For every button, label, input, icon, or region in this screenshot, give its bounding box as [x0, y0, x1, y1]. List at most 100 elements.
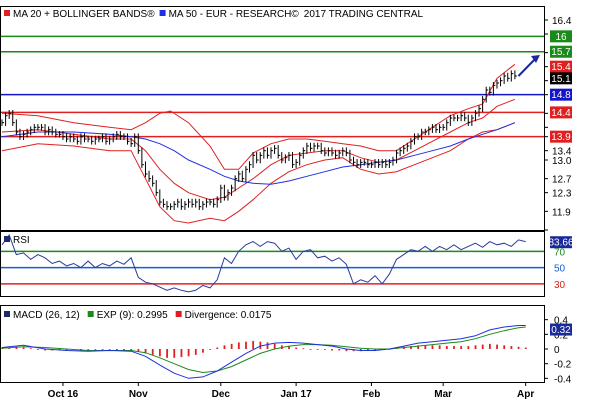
rsi-badge-label: 83.66	[548, 238, 573, 249]
level-badge	[550, 45, 572, 58]
macd-frame	[0, 305, 545, 383]
macd-badge-label: 0.32	[551, 325, 571, 336]
x-tick-label: Nov	[129, 389, 148, 400]
x-tick-label: Apr	[517, 389, 534, 400]
macd-histogram-bar	[316, 349, 319, 350]
macd-histogram-bar	[273, 343, 276, 349]
macd-histogram-bar	[338, 349, 341, 351]
macd-histogram-bar	[166, 349, 168, 358]
macd-histogram-bar	[510, 346, 513, 349]
projection-arrow-head	[531, 55, 540, 63]
bollinger-upper-line	[1, 63, 516, 170]
price-badge	[550, 72, 572, 85]
price-y-tick-label: 16.4	[552, 16, 572, 27]
legend-label: MA 50 - EUR - RESEARCH©	[169, 9, 300, 20]
price-frame	[0, 6, 545, 231]
macd-histogram-bar	[80, 349, 82, 350]
macd-legend-swatch	[4, 311, 10, 317]
rsi-legend-swatch	[4, 236, 10, 242]
price-badge-label: 15.1	[551, 74, 571, 85]
macd-y-tick-label: -0.2	[554, 360, 572, 371]
price-y-tick-label: 12.7	[552, 175, 572, 186]
watermark-label: 2017 TRADING CENTRAL	[304, 9, 424, 20]
rsi-legend-label: RSI	[13, 235, 30, 246]
macd-histogram-bar	[488, 343, 491, 349]
price-badge	[550, 60, 572, 73]
macd-histogram-bar	[123, 349, 125, 351]
macd-histogram-bar	[65, 349, 68, 351]
macd-histogram-bar	[245, 341, 247, 349]
macd-histogram-bar	[410, 346, 412, 349]
macd-histogram-bar	[37, 349, 39, 350]
macd-panel: 0.4 0.2 0 -0.2 -0.4 0.32 MACD (26, 12) EXP (9):…	[0, 305, 572, 385]
macd-histogram-bar	[345, 349, 348, 352]
level-badge	[550, 130, 572, 143]
x-tick-label: Mar	[434, 389, 452, 400]
macd-histogram-bar	[453, 346, 455, 349]
macd-histogram-bar	[87, 349, 90, 350]
level-badge	[550, 88, 572, 101]
macd-histogram-bar	[467, 346, 470, 349]
rsi-panel: 70 50 30 83.66 RSI	[0, 231, 574, 297]
price-y-tick-label: 13.4	[552, 147, 572, 158]
macd-histogram-bar	[108, 349, 111, 350]
rsi-line	[1, 234, 526, 293]
macd-histogram-bar	[302, 348, 305, 350]
macd-histogram-bar	[288, 346, 290, 349]
price-y-tick-label: 13.0	[552, 156, 572, 167]
macd-histogram-bar	[101, 349, 104, 350]
macd-histogram-bar	[115, 349, 118, 351]
macd-histogram-bar	[22, 347, 25, 349]
macd-histogram-bar	[137, 349, 140, 352]
macd-histogram-bar	[496, 344, 498, 349]
macd-histogram-bar	[460, 346, 463, 349]
macd-histogram-bar	[481, 344, 484, 349]
macd-histogram-bar	[180, 349, 183, 358]
macd-histogram-bar	[151, 349, 154, 355]
macd-histogram-bar	[431, 345, 434, 349]
macd-histogram-bar	[517, 346, 520, 349]
macd-histogram-bar	[259, 341, 262, 349]
legend-label: MA 20 + BOLLINGER BANDS®	[13, 9, 155, 20]
x-axis: Oct 16 Nov Dec Jan 17 Feb Mar Apr	[48, 382, 534, 400]
level-badge-label: 13.9	[551, 132, 571, 143]
macd-y-tick-label: 0	[554, 345, 560, 356]
projection-arrow-line	[517, 56, 538, 77]
macd-histogram-bar	[237, 342, 240, 349]
price-y-tick-label: 12.3	[552, 189, 572, 200]
macd-y-tick-label: 0.4	[554, 316, 568, 327]
bollinger-lower-line	[1, 122, 516, 224]
macd-histogram-bar	[159, 349, 161, 357]
macd-histogram-bar	[474, 345, 477, 349]
macd-histogram-bar	[374, 349, 377, 351]
price-badge-label: 15.4	[551, 62, 571, 73]
macd-legend-label: MACD (26, 12)	[13, 310, 80, 321]
level-badge	[550, 106, 572, 119]
rsi-level-label: 50	[554, 264, 566, 275]
level-badge-label: 14.8	[551, 90, 571, 101]
macd-histogram-bar	[417, 345, 420, 349]
macd-histogram-bar	[367, 349, 369, 351]
price-y-tick-label: 11.9	[552, 207, 571, 218]
rsi-frame	[0, 231, 545, 297]
macd-histogram-bar	[173, 349, 176, 358]
macd-histogram-bar	[15, 346, 18, 349]
legend-swatch	[4, 10, 10, 16]
macd-histogram-bar	[187, 349, 190, 357]
macd-histogram-bar	[223, 345, 226, 349]
macd-y-tick-label: -0.4	[554, 374, 572, 385]
macd-badge	[550, 323, 572, 336]
macd-histogram-bar	[144, 349, 147, 354]
macd-histogram-bar	[309, 349, 312, 350]
macd-histogram-bar	[209, 349, 212, 350]
legend-swatch	[159, 10, 166, 16]
macd-histogram-bar	[445, 346, 448, 349]
x-tick-label: Jan 17	[281, 389, 313, 400]
x-tick-label: Feb	[363, 389, 381, 400]
level-badge-label: 14.4	[551, 108, 571, 119]
macd-histogram-bar	[216, 347, 219, 349]
macd-legend-swatch	[87, 311, 94, 317]
macd-histogram-bar	[266, 342, 269, 349]
